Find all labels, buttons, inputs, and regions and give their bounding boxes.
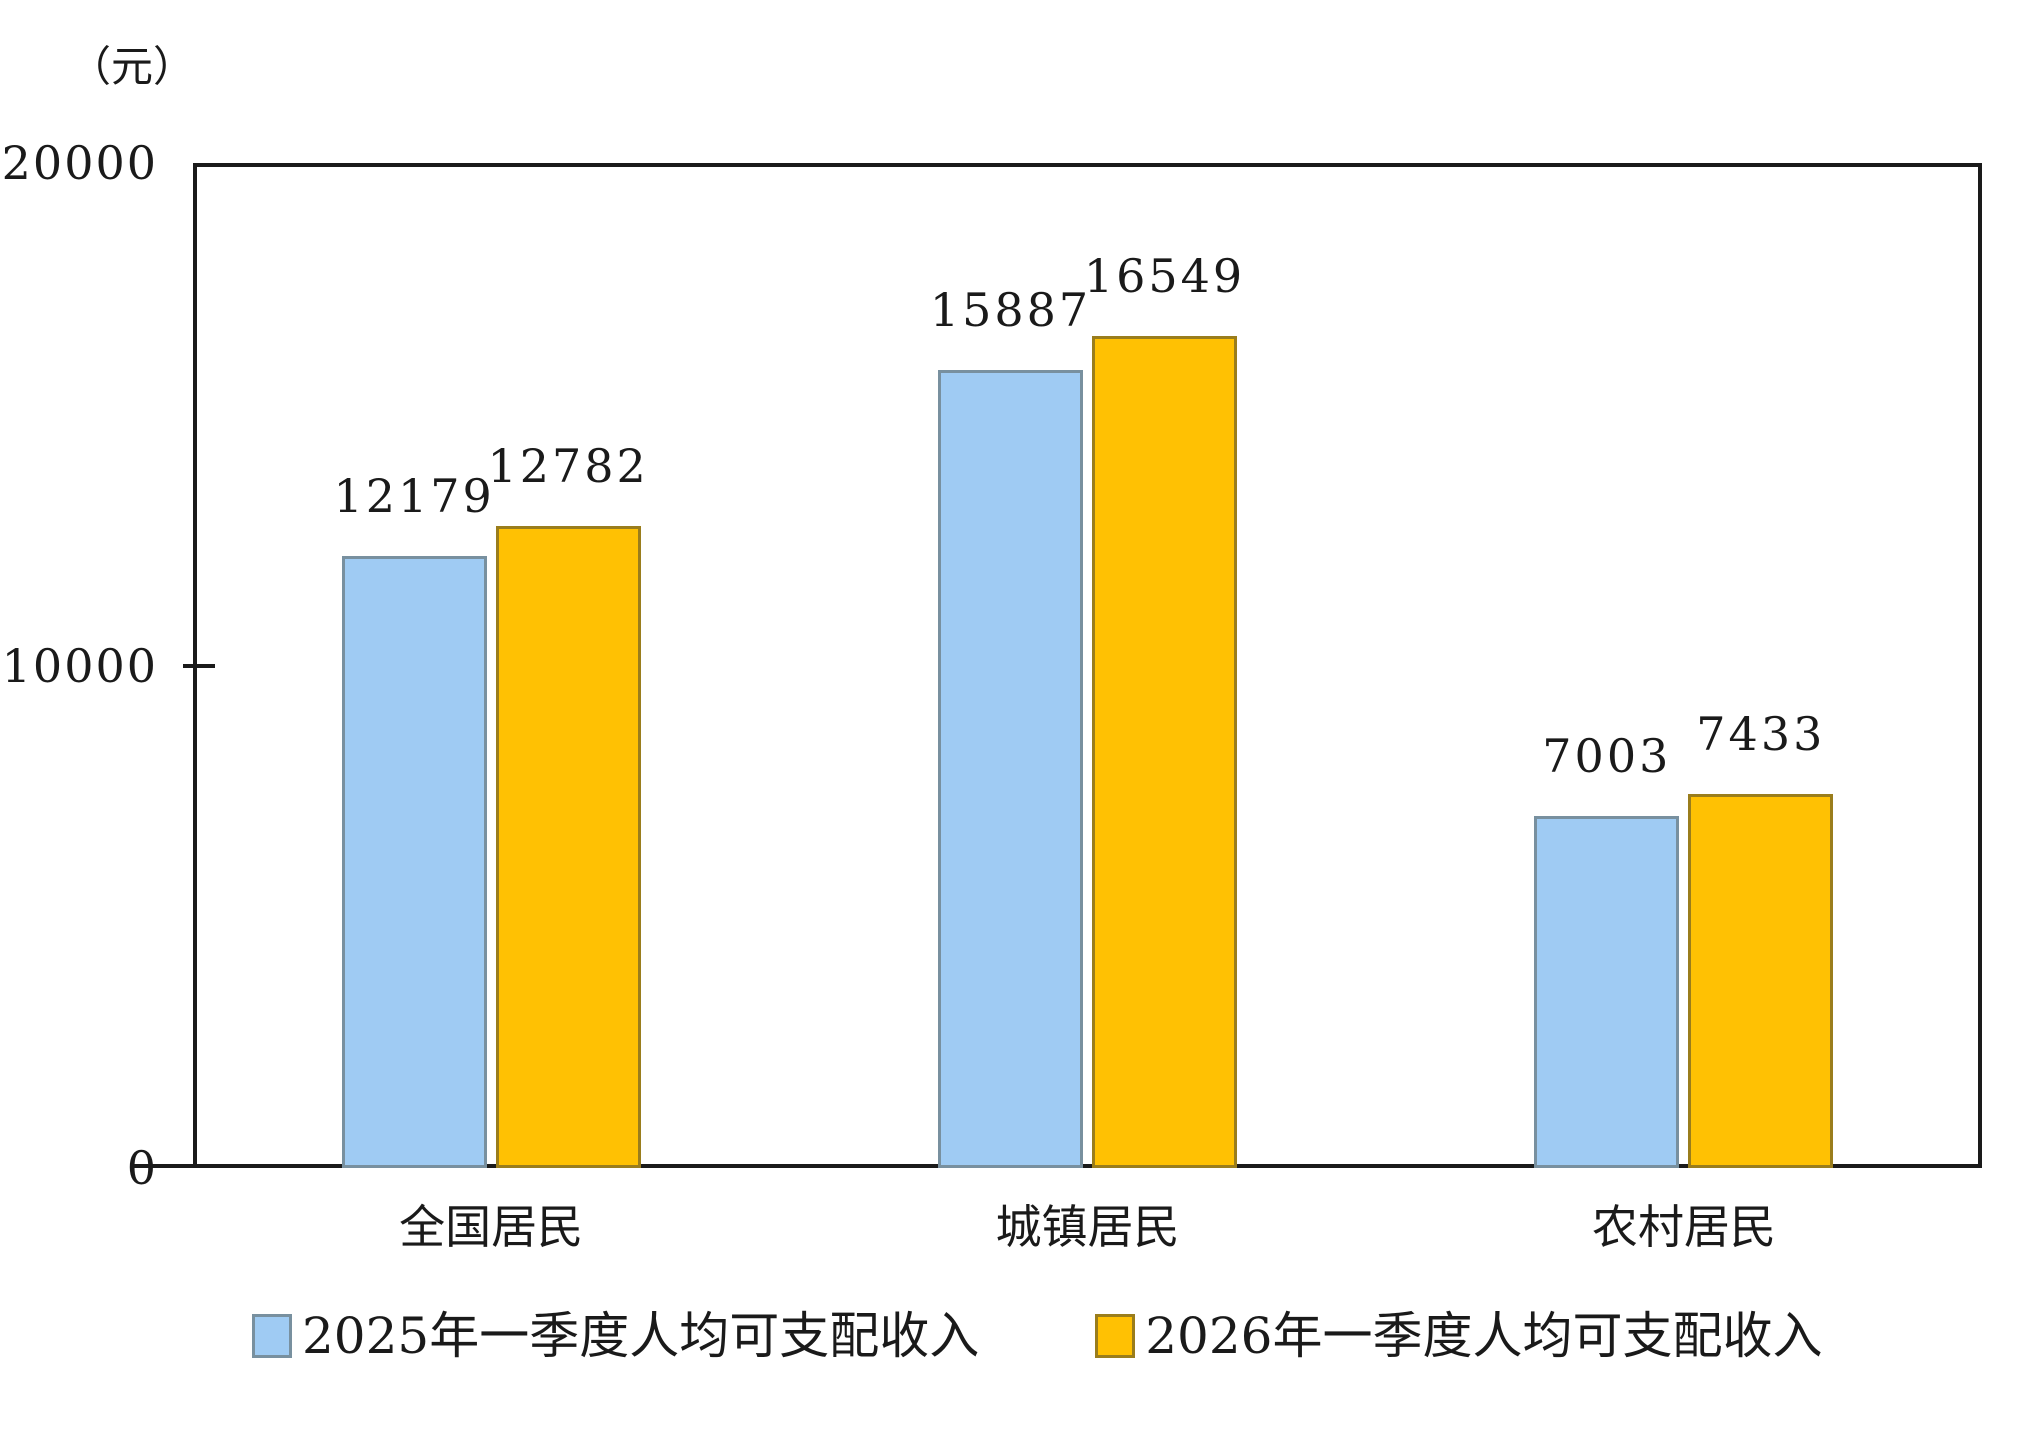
x-axis-label-0: 全国居民 [399,1200,584,1254]
plot-area [193,163,1982,1168]
legend-swatch-2026 [1095,1314,1136,1358]
x-axis-label-1: 城镇居民 [995,1200,1180,1254]
bar-value-label: 12179 [333,469,495,523]
bar-series1-cat2 [1688,794,1834,1168]
bar-series1-cat0 [495,525,641,1168]
legend-label-2026: 2026年一季度人均可支配收入 [1145,1307,1823,1365]
y-axis-unit-label: （元） [68,42,195,91]
y-tick-mark-0 [133,1164,193,1168]
bar-series1-cat1 [1092,336,1237,1168]
bar-value-label: 7433 [1696,707,1826,762]
y-tick-mark-10000 [183,663,215,668]
y-tick-label-0: 0 [126,1141,158,1195]
bar-value-label: 12782 [487,438,649,493]
legend: 2025年一季度人均可支配收入 2026年一季度人均可支配收入 [252,1306,1823,1366]
bar-series0-cat1 [938,369,1083,1168]
y-tick-label-20000: 20000 [1,136,158,190]
bar-series0-cat0 [341,556,487,1168]
legend-label-2025: 2025年一季度人均可支配收入 [302,1307,980,1365]
x-axis-label-2: 农村居民 [1591,1200,1776,1254]
y-tick-label-10000: 10000 [1,638,158,693]
bar-value-label: 16549 [1083,249,1246,304]
bar-value-label: 15887 [929,282,1092,337]
bar-value-label: 7003 [1542,729,1672,784]
legend-item-2025: 2025年一季度人均可支配收入 [252,1306,979,1366]
legend-swatch-2025 [252,1314,292,1358]
bar-series0-cat2 [1534,816,1680,1168]
legend-item-2026: 2026年一季度人均可支配收入 [1095,1306,1823,1366]
